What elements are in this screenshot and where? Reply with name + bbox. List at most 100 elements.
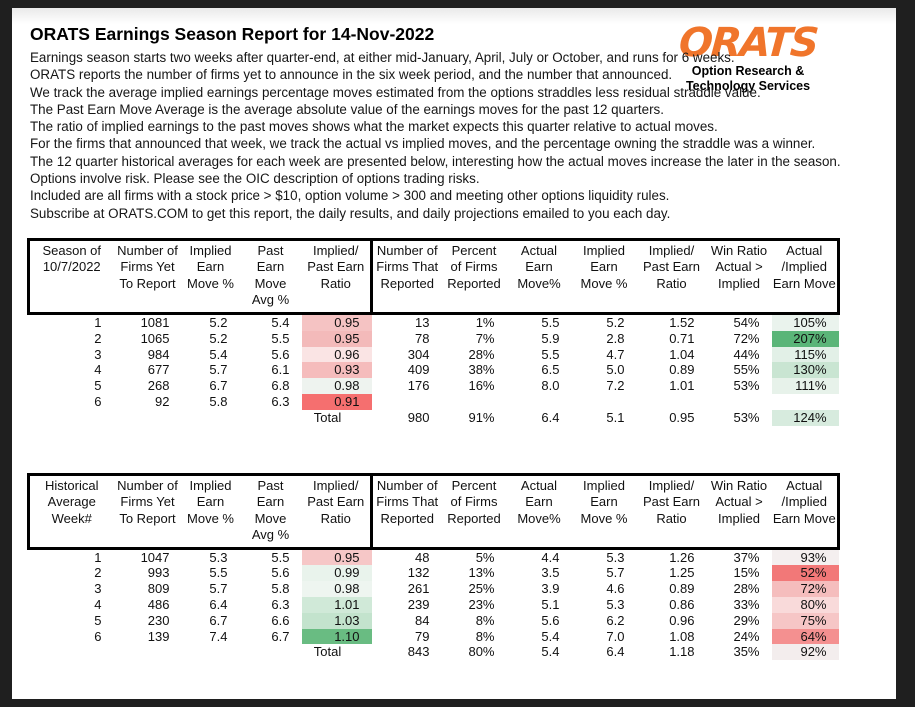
- column-header: Implied/Past Earn Ratio: [636, 237, 707, 315]
- cell: 4.4: [541, 549, 560, 565]
- column-header: Number of Firms Yet To Report: [113, 472, 182, 550]
- intro-line: The Past Earn Move Average is the averag…: [30, 101, 664, 117]
- column-header-line: Implied: [583, 477, 625, 493]
- cell: 1.26: [669, 549, 695, 565]
- column-header-line: Win Ratio: [710, 477, 768, 493]
- column-header-line: Percent: [451, 477, 497, 493]
- column-header-line: Past: [257, 477, 284, 493]
- cell: 130%: [771, 362, 839, 379]
- cell: [29, 410, 114, 426]
- cell: 0.95: [301, 330, 372, 347]
- header-row: Season of 10/7/2022 Number of Firms Yet To R…: [27, 237, 840, 315]
- column-header-line: Avg %: [251, 292, 290, 308]
- intro-line: Subscribe at ORATS.COM to get this repor…: [30, 205, 671, 221]
- cell: 13: [415, 314, 430, 330]
- cell: 6.7: [271, 628, 290, 644]
- cell: 0.86: [669, 596, 695, 612]
- cell: 48: [415, 549, 430, 565]
- cell: 6.5: [541, 362, 560, 378]
- cell: 6.6: [271, 612, 290, 628]
- cell: 1.01: [669, 378, 695, 394]
- orats-logo-subtitle-2: Technology Services: [685, 79, 811, 93]
- table-row: 2 993 5.5 5.6 0.99 132 13% 3.5 5.7 1.25 15% 52%: [29, 565, 839, 582]
- intro-line: ORATS reports the number of firms yet to…: [30, 67, 673, 83]
- column-header-line: Earn: [196, 259, 225, 275]
- column-header-line: Move %: [187, 275, 234, 291]
- cell: 1: [94, 314, 102, 330]
- column-header-line: Number of: [117, 242, 178, 258]
- cell: [707, 394, 772, 410]
- cell: [772, 394, 839, 410]
- cell: 115%: [771, 346, 839, 363]
- cell: 28%: [468, 346, 495, 362]
- cell: 5.6: [271, 346, 290, 362]
- cell: 132: [407, 565, 430, 581]
- current-season-table: Season of 10/7/2022 Number of Firms Yet To R…: [27, 237, 896, 426]
- cell: 2.8: [606, 330, 625, 346]
- cell: 5.5: [541, 314, 560, 330]
- cell: 993: [147, 565, 170, 581]
- cell: 1.01: [301, 596, 372, 613]
- column-header-line: Move %: [580, 510, 628, 526]
- report-page: ORATS Option Research & Technology Servi…: [12, 8, 896, 699]
- column-header-line: Reported: [380, 275, 434, 291]
- cell: 16%: [468, 378, 495, 394]
- column-header-line: Earn Move: [254, 259, 287, 291]
- cell: 3: [94, 581, 102, 597]
- column-header: Implied Earn Move %: [571, 237, 637, 315]
- column-header-line: Earn: [590, 494, 618, 510]
- cell: 55%: [733, 362, 760, 378]
- column-header-line: Number of: [376, 242, 438, 258]
- table-row: 3 809 5.7 5.8 0.98 261 25% 3.9 4.6 0.89 28% 72%: [29, 581, 839, 597]
- table-row: 5 230 6.7 6.6 1.03 84 8% 5.6 6.2 0.96 29% 75%: [29, 612, 839, 629]
- cell: 5.6: [541, 612, 560, 628]
- cell: 5.7: [209, 581, 228, 597]
- column-header-line: Move %: [580, 275, 628, 291]
- cell: 93%: [771, 548, 839, 566]
- column-header-line: Percent: [451, 242, 497, 258]
- column-header: Season of 10/7/2022: [27, 237, 114, 315]
- cell: 6.2: [606, 612, 625, 628]
- column-header-line: Earn: [525, 259, 553, 275]
- cell: 1.25: [669, 565, 695, 581]
- cell: 5.4: [541, 628, 560, 644]
- column-header-line: of Firms: [450, 494, 498, 510]
- column-header-line: Avg %: [251, 527, 290, 543]
- intro-line: Options involve risk. Please see the OIC…: [30, 171, 480, 187]
- column-header: Implied Earn Move %: [181, 472, 240, 550]
- cell: 176: [407, 378, 430, 394]
- cell: 6.7: [209, 378, 228, 394]
- cell: 5%: [475, 549, 495, 565]
- cell: 7%: [475, 330, 495, 346]
- column-header-line: Implied/: [312, 242, 359, 258]
- column-header-line: /Implied: [781, 259, 828, 275]
- intro-line: We track the average implied earnings pe…: [30, 84, 761, 100]
- column-header-line: 10/7/2022: [42, 259, 101, 275]
- column-header: Implied/Past Earn Ratio: [636, 472, 707, 550]
- cell: 79: [415, 628, 430, 644]
- cell: 1.08: [669, 628, 695, 644]
- cell: 5.7: [606, 565, 625, 581]
- table-row: 6 92 5.8 6.3 0.91: [29, 393, 839, 410]
- column-header-line: Implied: [718, 510, 760, 526]
- table-row: 2 1065 5.2 5.5 0.95 78 7% 5.9 2.8 0.71 72% 207%: [29, 330, 839, 347]
- column-header-line: Earn Move: [772, 275, 836, 291]
- cell: 2: [94, 565, 102, 581]
- cell: 0.91: [301, 393, 372, 410]
- total-label: Total: [313, 409, 342, 425]
- cell: 24%: [733, 628, 760, 644]
- column-header: Percent of Firms Reported: [441, 237, 507, 315]
- column-header-line: Actual: [786, 242, 823, 258]
- cell: 54%: [733, 314, 760, 330]
- cell: 28%: [733, 581, 760, 597]
- cell: 29%: [733, 612, 760, 628]
- column-header-line: Implied: [718, 275, 760, 291]
- column-header: Number of Firms Yet To Report: [113, 237, 182, 315]
- cell: 5.9: [541, 330, 560, 346]
- cell: 139: [147, 628, 170, 644]
- table-row: 4 486 6.4 6.3 1.01 239 23% 5.1 5.3 0.86 33% 80%: [29, 596, 839, 613]
- column-header-line: Reported: [380, 510, 434, 526]
- cell: 80%: [771, 596, 839, 613]
- cell: 1.04: [669, 346, 695, 362]
- cell: 52%: [771, 565, 839, 582]
